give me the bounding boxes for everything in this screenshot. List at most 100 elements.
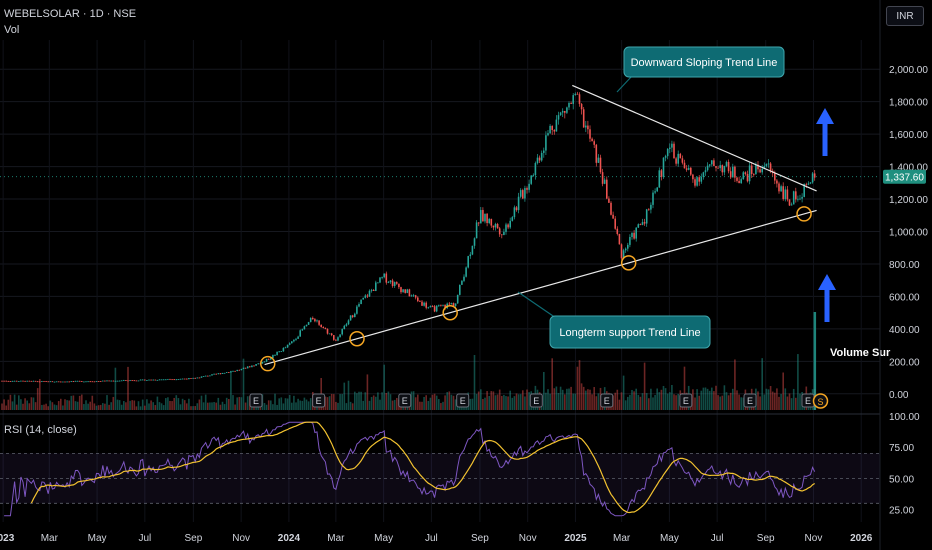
volume-bar xyxy=(780,394,782,410)
volume-bar xyxy=(618,399,621,410)
candle xyxy=(492,225,495,228)
candle xyxy=(559,112,562,116)
x-tick-label: Jul xyxy=(711,533,724,544)
candle xyxy=(444,304,446,309)
candle xyxy=(526,188,528,190)
candle xyxy=(543,150,545,153)
candle xyxy=(461,280,463,285)
candle xyxy=(551,125,553,130)
candle xyxy=(343,325,346,330)
volume-bar xyxy=(204,394,207,410)
volume-bar xyxy=(97,405,100,410)
candle xyxy=(358,304,360,307)
candle xyxy=(631,232,633,238)
candle xyxy=(694,179,696,186)
volume-bar xyxy=(469,398,472,410)
volume-bar xyxy=(643,362,646,410)
candle xyxy=(11,381,14,382)
volume-bar xyxy=(757,391,759,410)
earnings-marker xyxy=(312,393,326,408)
volume-bar xyxy=(719,396,721,410)
volume-bar xyxy=(559,386,562,410)
candle xyxy=(528,183,530,190)
candle xyxy=(39,381,41,383)
candle xyxy=(1,380,3,382)
candle xyxy=(769,163,772,171)
candle xyxy=(509,220,511,228)
candle xyxy=(78,380,81,382)
candle xyxy=(20,380,22,382)
candle xyxy=(337,337,339,341)
volume-bar xyxy=(295,402,297,410)
volume-bar xyxy=(93,403,96,410)
candle xyxy=(713,160,715,167)
volume-bar xyxy=(694,397,696,410)
candle xyxy=(131,380,133,382)
candle xyxy=(767,163,770,165)
volume-bar xyxy=(284,398,287,410)
volume-bar xyxy=(711,387,713,410)
dividend-marker xyxy=(812,393,829,409)
volume-bar xyxy=(738,394,740,410)
candle xyxy=(272,355,274,359)
volume-bar xyxy=(370,396,373,410)
candle xyxy=(389,280,392,283)
candle xyxy=(263,361,266,363)
candle xyxy=(299,330,301,337)
candle xyxy=(312,317,314,320)
candle xyxy=(301,329,304,331)
volume-bar xyxy=(1,403,3,410)
volume-bar xyxy=(528,392,530,410)
volume-bar xyxy=(732,388,734,410)
candle xyxy=(293,339,295,342)
candle xyxy=(473,238,476,246)
candle xyxy=(635,227,637,239)
candle xyxy=(587,125,589,130)
candle xyxy=(811,173,814,183)
earnings-marker xyxy=(398,393,412,408)
volume-bar xyxy=(282,403,285,410)
candle xyxy=(589,129,591,139)
currency-button[interactable]: INR xyxy=(886,6,924,26)
candle xyxy=(265,358,268,362)
volume-bar xyxy=(150,400,152,410)
volume-bar xyxy=(645,393,648,410)
volume-bar xyxy=(786,396,789,410)
candle xyxy=(564,111,566,113)
candle xyxy=(708,164,711,166)
volume-bar xyxy=(297,398,299,410)
volume-bar xyxy=(347,380,350,410)
rsi-label: RSI (14, close) xyxy=(4,424,77,436)
candle xyxy=(639,224,642,226)
volume-surge-text: Volume Sur xyxy=(830,347,891,359)
candle xyxy=(574,93,577,96)
candle xyxy=(200,376,203,378)
candle xyxy=(570,102,572,104)
volume-bar xyxy=(358,391,360,410)
candle xyxy=(60,381,62,383)
candle xyxy=(28,380,31,382)
volume-bar xyxy=(22,403,24,410)
candle xyxy=(167,378,169,380)
candle xyxy=(152,379,154,381)
volume-bar xyxy=(522,390,524,410)
candle xyxy=(788,199,791,206)
candle xyxy=(673,143,675,159)
volume-bar xyxy=(211,402,213,410)
volume-bar xyxy=(708,390,711,410)
candle xyxy=(685,168,688,170)
x-tick-label: 2024 xyxy=(278,533,301,544)
candle xyxy=(423,302,425,306)
volume-bar xyxy=(291,402,293,410)
volume-bar xyxy=(477,391,480,410)
candle xyxy=(597,157,600,163)
x-tick-label: Nov xyxy=(232,533,250,544)
volume-bar xyxy=(696,389,698,410)
volume-bar xyxy=(102,403,104,410)
volume-bar xyxy=(366,374,369,410)
volume-bar xyxy=(339,394,341,410)
candle xyxy=(553,129,556,132)
candle xyxy=(715,166,717,168)
candle xyxy=(165,379,167,381)
